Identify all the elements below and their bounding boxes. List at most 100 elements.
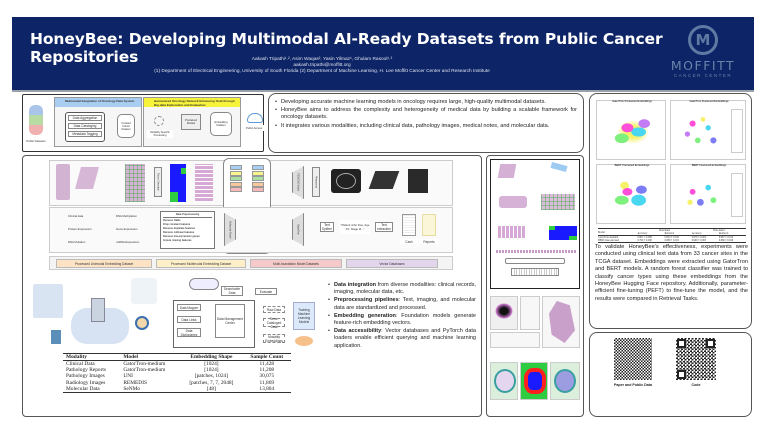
tiled-wsi-image <box>125 164 145 202</box>
preprocess-box: Preprocess <box>312 167 320 197</box>
cash-label: Cash <box>400 239 418 244</box>
qr-label-paper: Paper and Public Data <box>614 383 652 387</box>
document-icon <box>402 214 416 236</box>
public-access-label: Public Access <box>242 125 266 131</box>
qr-panel: Paper and Public Data Code <box>589 332 752 417</box>
data-preprocessing-box: Data Preprocessing Remove NaNs Drop cons… <box>160 211 215 249</box>
table-header: Embedding Shape <box>180 353 243 361</box>
output-unimodal-dataset: Processed Unimodal Embedding Dataset <box>56 259 152 268</box>
table-row: Pathology Images UNI [patches, 1024] 30,075 <box>66 373 275 380</box>
semi-cataloged-data: Semi-Cataloged Data <box>263 317 285 329</box>
raw-data: Raw Data <box>263 306 285 313</box>
preprocessing-step: Impute missing features <box>163 239 192 242</box>
preprocessing-step: Drop constant features <box>163 223 191 226</box>
scatter-gatortron-finetuned: GatorTron Finetuned Embeddings <box>670 100 746 160</box>
output-multimodal-dataset: Processed Multimodal Embedding Dataset <box>156 259 246 268</box>
table-header: Modality <box>63 353 121 361</box>
input-clinical-data: Clinical data <box>68 214 84 218</box>
cloud-repository-icon <box>189 278 219 290</box>
section-minds: Multimodal Integration of Oncology Data … <box>54 97 142 147</box>
intro-bullet: Developing accurate machine learning mod… <box>275 99 577 106</box>
tissue-detection-box: Tissue Detection <box>154 167 162 197</box>
section-honeybee-title: Harmonized Oncology Network Enhancing Yi… <box>144 98 240 107</box>
system-flow-diagram: Data Mapper Data Links Data Dictionaries… <box>163 276 323 350</box>
data-management-center: Data Management Center <box>215 304 245 338</box>
table-row: Clinical Data GatorTron-medium [1024] 11,42… <box>66 361 275 367</box>
outputs-bar: Processed Unimodal Embedding Dataset Pro… <box>49 256 453 270</box>
table-row: Pathology Reports GatorTron-medium [1024] 1… <box>66 367 275 374</box>
poster-header: HoneyBee: Developing Multimodal AI-Ready… <box>12 17 754 92</box>
results-paragraph: To validate HoneyBee's effectiveness, ex… <box>595 244 748 302</box>
public-datasets-icon <box>29 105 43 135</box>
pathology-workflow-figure <box>490 159 580 289</box>
system-illustration <box>31 276 159 350</box>
wsi-image <box>56 164 70 200</box>
intro-bullet: It integrates various modalities, includ… <box>275 123 577 130</box>
gear-icon <box>154 116 164 126</box>
preprocessing-step: Remove NaNs <box>163 219 181 222</box>
searchable-data: Searchable Data <box>221 286 243 296</box>
cloud-icon <box>247 113 263 123</box>
magnifier-icon <box>135 316 149 330</box>
input-dna-methylation: DNA Methylation <box>116 214 137 218</box>
poster-title: HoneyBee: Developing Multimodal AI-Ready… <box>30 30 663 66</box>
data-mapper: Data Mapper <box>177 304 201 311</box>
molecular-text-row: Clinical data DNA Methylation Protein Ex… <box>49 207 453 253</box>
text-splitter: Text Splitter <box>320 222 334 232</box>
molecular-encoder: Molecular Model <box>224 213 236 246</box>
table-row: BERT-base-uncased 0.790 ± 0.006 0.889 ± 0.… <box>598 239 746 243</box>
remedis-encoder: REMEDIS Model <box>292 166 304 199</box>
scatter-gatortron-pretrained: GatorTron Pretrained Embeddings <box>596 100 666 160</box>
qr-code-code[interactable] <box>676 338 716 380</box>
selected-patches <box>195 164 213 202</box>
preprocessing-title: Data Preprocessing <box>163 213 212 218</box>
preprocessing-step: Remove low-expression genes <box>163 235 200 238</box>
ct-scan-image <box>331 169 361 193</box>
embedding-dataset: Embedding Dataset <box>210 112 232 136</box>
input-gene-expression: Gene Expression <box>116 227 138 231</box>
preprocessing-step: Remove duplicate features <box>163 227 195 230</box>
intro-panel: Developing accurate machine learning mod… <box>268 93 584 153</box>
table-row: Molecular Data SeNMo [48] 13,804 <box>63 385 291 393</box>
modality-processing-label: Modality Specific Processing <box>147 130 173 138</box>
table-row: Radiology Images REMEDIS [patches, 7, 7, 2… <box>66 379 275 386</box>
highlight-bullet: Data accessibility: Vector databases and… <box>328 328 476 350</box>
mri-image <box>408 169 428 193</box>
embedding-stack-icon <box>295 336 313 346</box>
data-dictionaries: Data Dictionaries <box>177 328 201 337</box>
moffitt-logo: M MOFFITT CANCER CENTER <box>664 25 742 85</box>
output-vector-databases: Vector Databases <box>346 259 438 268</box>
logo-subtitle: CANCER CENTER <box>673 73 733 78</box>
results-panel: GatorTron Pretrained Embeddings GatorTro… <box>589 93 752 329</box>
qr-code-paper[interactable] <box>614 338 652 380</box>
text-extraction: Text extraction <box>375 222 393 232</box>
input-dna-mutation: DNA Mutation <box>68 240 86 244</box>
ct-stack-image <box>368 171 400 189</box>
table-row: GatorTron-medium 0.801 ± 0.008 0.854 ± 0.0… <box>598 236 734 239</box>
step-data-cataloging: Data Cataloging <box>68 123 102 129</box>
evaluate-box: Evaluate <box>255 288 277 295</box>
data-mgmt-frame <box>173 300 255 348</box>
intro-bullet: HoneyBee aims to address the complexity … <box>275 107 577 121</box>
metrics-table: Model Pretrained Fine-tuned Accuracy Retrie… <box>598 228 746 243</box>
author-email[interactable]: aakash.tripathi@moffitt.org <box>293 63 351 68</box>
qr-label-code: Code <box>691 383 701 387</box>
table-header: Model <box>120 353 181 361</box>
highlights-panel: Data integration from diverse modalities… <box>322 276 482 417</box>
moffitt-m-icon: M <box>688 25 718 55</box>
step-metadata-tagging: Metadata Tagging <box>68 131 102 137</box>
sample-text: "Patient John Doe, Age XX, Stage III..." <box>340 220 370 234</box>
clinicians-illustration <box>131 278 157 304</box>
output-multi-foundation-datasets: Multi-foundation Model Datasets <box>250 259 342 268</box>
training-ml-models: Training Machine Learning Models <box>293 302 315 330</box>
overview-diagram-panel: Public Datasets Multimodal Integration o… <box>22 94 266 152</box>
gatortron-encoder: GatorTron <box>292 213 304 246</box>
scatter-bert-pretrained: BERT Pretrained Embeddings <box>596 164 666 224</box>
highlight-bullet: Embedding generation: Foundation models … <box>328 313 476 327</box>
modality-embeddings: Modality Embeddings <box>263 334 285 343</box>
public-datasets-label: Public Datasets <box>25 137 47 145</box>
wsi-pyramid-image <box>75 167 99 189</box>
pretrained-models: Pretrained Models <box>181 114 201 130</box>
storage-illustration <box>51 330 61 344</box>
input-protein-expression: Protein Expression <box>68 227 92 231</box>
